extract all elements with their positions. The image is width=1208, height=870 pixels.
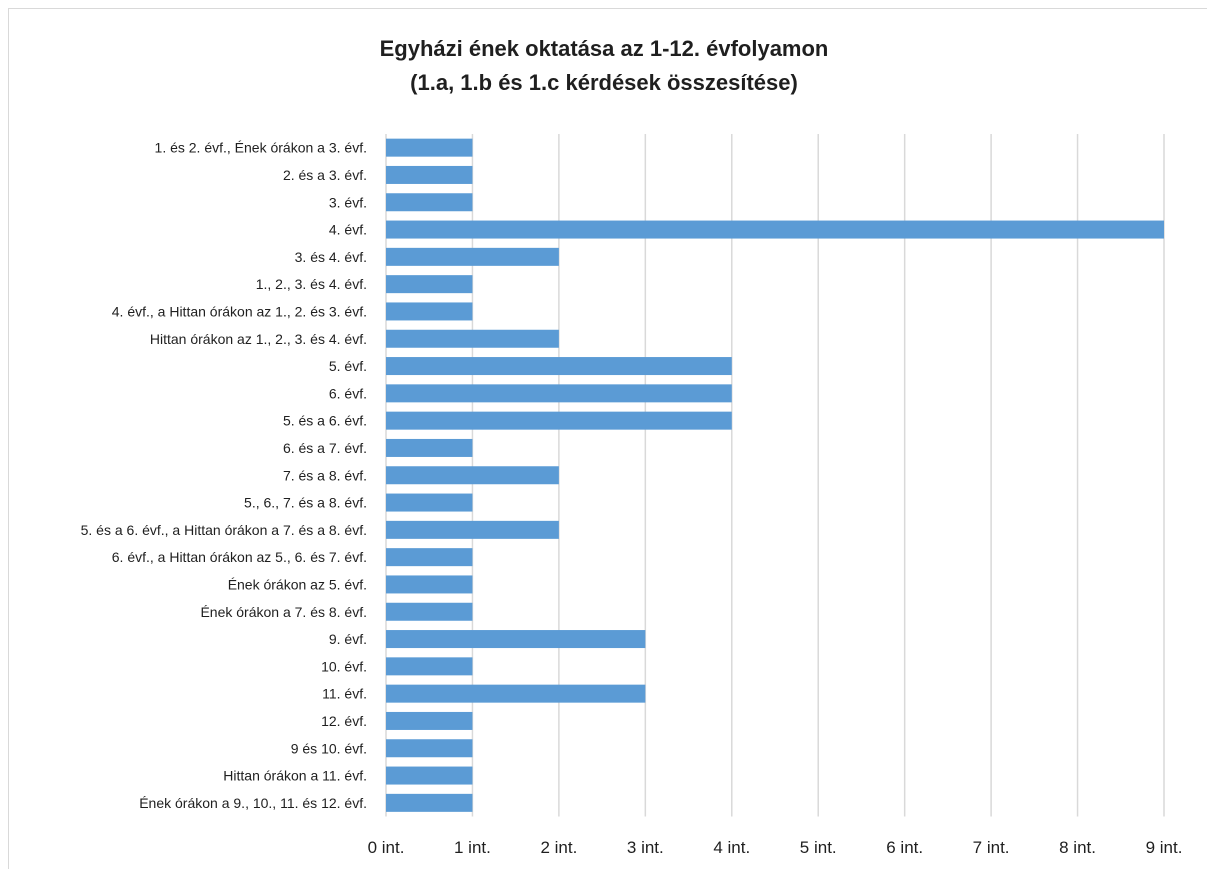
bar (386, 466, 559, 485)
category-label: Ének órákon a 9., 10., 11. és 12. évf. (139, 795, 367, 811)
category-label: 10. évf. (321, 658, 367, 674)
category-label: 1., 2., 3. és 4. évf. (256, 276, 367, 292)
bar (386, 684, 646, 703)
category-label: 12. évf. (321, 713, 367, 729)
category-label: 4. évf. (329, 222, 367, 238)
bar (386, 357, 732, 376)
bars (386, 138, 1164, 812)
category-label: 2. és a 3. évf. (283, 167, 367, 183)
bar (386, 602, 473, 621)
chart-title-line1: Egyházi ének oktatása az 1-12. évfolyamo… (379, 36, 829, 61)
bar (386, 275, 473, 294)
bar (386, 575, 473, 594)
category-label: 5. évf. (329, 358, 367, 374)
category-label: 9 és 10. évf. (291, 740, 367, 756)
category-label: 11. évf. (322, 686, 367, 702)
x-tick-label: 0 int. (368, 838, 405, 857)
x-tick-label: 6 int. (886, 838, 923, 857)
category-label: 6. évf., a Hittan órákon az 5., 6. és 7.… (112, 549, 367, 565)
bar (386, 411, 732, 430)
x-tick-label: 5 int. (800, 838, 837, 857)
x-tick-label: 3 int. (627, 838, 664, 857)
bar (386, 220, 1164, 239)
bar (386, 630, 646, 649)
bar (386, 329, 559, 348)
bar (386, 138, 473, 157)
x-tick-labels: 0 int. 1 int. 2 int. 3 int. 4 int. 5 int. 6 in… (368, 838, 1183, 857)
bar (386, 548, 473, 567)
category-labels: 1. és 2. évf., Ének órákon a 3. évf. 2. é… (81, 140, 367, 811)
bar (386, 384, 732, 403)
x-tick-label: 9 int. (1146, 838, 1183, 857)
bar (386, 438, 473, 457)
bar (386, 520, 559, 539)
x-tick-label: 8 int. (1059, 838, 1096, 857)
category-label: 5. és a 6. évf., a Hittan órákon a 7. és… (81, 522, 367, 538)
chart-frame (8, 8, 1207, 869)
x-tick-label: 1 int. (454, 838, 491, 857)
bar (386, 193, 473, 212)
bar (386, 766, 473, 785)
bar (386, 739, 473, 758)
category-label: 4. évf., a Hittan órákon az 1., 2. és 3.… (112, 303, 367, 319)
chart-title: Egyházi ének oktatása az 1-12. évfolyamo… (0, 32, 1208, 100)
category-label: 7. és a 8. évf. (283, 467, 367, 483)
category-label: Ének órákon az 5. évf. (228, 576, 367, 592)
category-label: 1. és 2. évf., Ének órákon a 3. évf. (155, 140, 367, 156)
bar (386, 657, 473, 676)
category-label: 3. évf. (329, 194, 367, 210)
bar (386, 165, 473, 184)
x-tick-label: 4 int. (713, 838, 750, 857)
bar (386, 793, 473, 812)
category-label: 6. és a 7. évf. (283, 440, 367, 456)
bar (386, 247, 559, 266)
category-label: Hittan órákon az 1., 2., 3. és 4. évf. (150, 331, 367, 347)
bar (386, 711, 473, 730)
category-label: 5., 6., 7. és a 8. évf. (244, 495, 367, 511)
x-tick-label: 2 int. (540, 838, 577, 857)
category-label: 9. évf. (329, 631, 367, 647)
gridlines (385, 134, 1165, 817)
category-label: 6. évf. (329, 385, 367, 401)
bar (386, 302, 473, 321)
chart-title-line2: (1.a, 1.b és 1.c kérdések összesítése) (410, 70, 798, 95)
x-tick-label: 7 int. (973, 838, 1010, 857)
category-label: 5. és a 6. évf. (283, 413, 367, 429)
bar (386, 493, 473, 512)
category-label: Hittan órákon a 11. évf. (223, 768, 367, 784)
category-label: Ének órákon a 7. és 8. évf. (200, 604, 367, 620)
category-label: 3. és 4. évf. (295, 249, 367, 265)
